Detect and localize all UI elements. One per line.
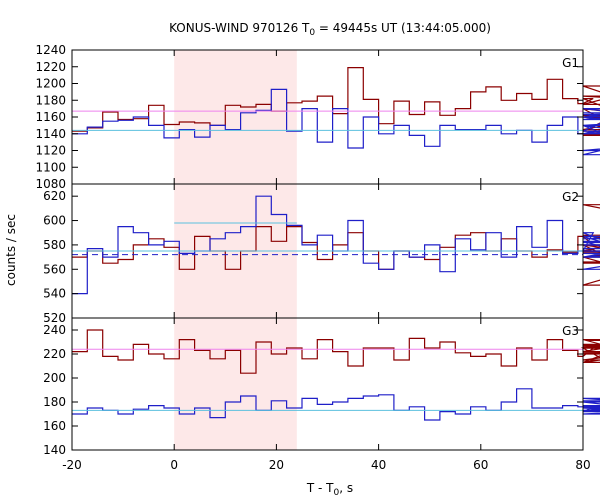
plot-area: 1080 1100 1120 1140 1160 1180 1200 1220 1240 G1 52… bbox=[35, 43, 600, 472]
panel-g3-series-dark-red bbox=[72, 329, 600, 374]
y-tick-label: 1180 bbox=[35, 93, 66, 107]
panel-label: G1 bbox=[562, 56, 579, 70]
x-axis-label: T - T0, s bbox=[306, 481, 353, 498]
y-axis-label: counts / sec bbox=[4, 214, 18, 286]
y-tick-label: 160 bbox=[43, 419, 66, 433]
y-tick-label: 220 bbox=[43, 347, 66, 361]
x-tick-label: 40 bbox=[371, 458, 386, 472]
y-tick-label: 1220 bbox=[35, 60, 66, 74]
x-tick-label: 80 bbox=[575, 458, 590, 472]
xlabel-text: T - T bbox=[306, 481, 334, 495]
y-tick-label: 140 bbox=[43, 443, 66, 457]
y-tick-label: 200 bbox=[43, 371, 66, 385]
y-tick-label: 180 bbox=[43, 395, 66, 409]
y-tick-label: 1240 bbox=[35, 43, 66, 57]
xlabel-rest: , s bbox=[339, 481, 353, 495]
x-tick-label: 20 bbox=[269, 458, 284, 472]
panel-g3-series-blue bbox=[72, 388, 600, 421]
y-tick-label: 1120 bbox=[35, 144, 66, 158]
y-tick-label: 1080 bbox=[35, 177, 66, 191]
y-tick-label: 1200 bbox=[35, 77, 66, 91]
panel-g1-series-dark-red bbox=[72, 67, 600, 136]
y-tick-label: 600 bbox=[43, 214, 66, 228]
xlabel-subscript: 0 bbox=[334, 488, 340, 498]
title-text: KONUS-WIND 970126 T bbox=[169, 21, 310, 35]
panel-label: G2 bbox=[562, 190, 579, 204]
y-tick-label: 1140 bbox=[35, 127, 66, 141]
panel-g3-frame bbox=[71, 317, 584, 451]
chart-title: KONUS-WIND 970126 T0 = 49445s UT (13:44:… bbox=[169, 21, 491, 38]
panel-label: G3 bbox=[562, 324, 579, 338]
title-subscript: 0 bbox=[309, 28, 315, 38]
panel-g1-series-blue bbox=[72, 88, 600, 156]
x-tick-label: -20 bbox=[62, 458, 82, 472]
title-rest: = 49445s UT (13:44:05.000) bbox=[315, 21, 491, 35]
highlight-band bbox=[174, 50, 297, 450]
y-tick-label: 620 bbox=[43, 189, 66, 203]
x-tick-label: 60 bbox=[473, 458, 488, 472]
y-tick-label: 1100 bbox=[35, 160, 66, 174]
y-tick-label: 540 bbox=[43, 287, 66, 301]
y-tick-label: 1160 bbox=[35, 110, 66, 124]
y-tick-label: 580 bbox=[43, 238, 66, 252]
x-tick-label: 0 bbox=[170, 458, 178, 472]
y-tick-label: 520 bbox=[43, 311, 66, 325]
y-tick-label: 560 bbox=[43, 262, 66, 276]
y-tick-label: 240 bbox=[43, 323, 66, 337]
